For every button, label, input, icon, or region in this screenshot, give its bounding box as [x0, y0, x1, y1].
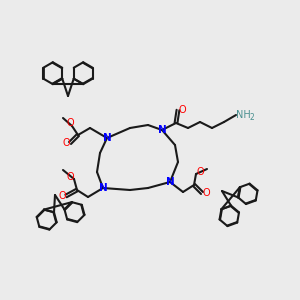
Text: O: O [202, 188, 210, 198]
Text: O: O [58, 191, 66, 201]
Text: O: O [66, 172, 74, 182]
Text: O: O [62, 138, 70, 148]
Text: N: N [158, 125, 166, 135]
Text: N: N [103, 133, 111, 143]
Text: O: O [196, 167, 204, 177]
Text: 2: 2 [250, 113, 254, 122]
Text: N: N [99, 183, 107, 193]
Text: N: N [166, 177, 174, 187]
Text: O: O [178, 105, 186, 115]
Text: O: O [66, 118, 74, 128]
Text: NH: NH [236, 110, 250, 120]
